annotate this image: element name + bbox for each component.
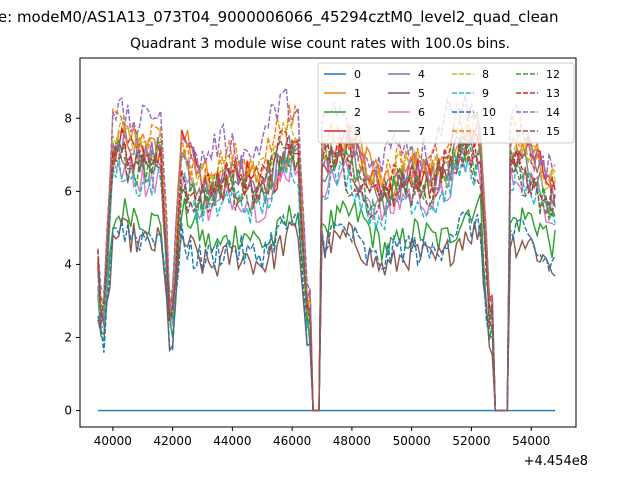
legend-label-15: 15 — [546, 125, 560, 138]
legend-label-6: 6 — [418, 106, 425, 119]
series-line-15 — [97, 137, 556, 412]
series-line-5 — [97, 217, 556, 412]
x-tick-label: 50000 — [393, 434, 431, 448]
legend-label-8: 8 — [482, 68, 489, 81]
x-tick-label: 52000 — [452, 434, 490, 448]
legend-label-1: 1 — [354, 87, 361, 100]
legend-label-0: 0 — [354, 68, 361, 81]
x-offset-label: +4.454e8 — [524, 454, 588, 469]
series-line-12 — [97, 136, 556, 412]
x-tick-label: 48000 — [333, 434, 371, 448]
plot-frame — [79, 57, 577, 428]
legend-label-2: 2 — [354, 106, 361, 119]
legend-label-7: 7 — [418, 125, 425, 138]
legend-label-5: 5 — [418, 87, 425, 100]
figure-suptitle: n file: modeM0/AS1A13_073T04_9000006066_… — [0, 8, 559, 26]
y-axis-ticks: 0 2 4 6 8 — [64, 111, 80, 418]
y-tick-label: 6 — [64, 184, 72, 198]
legend-label-11: 11 — [482, 125, 496, 138]
series-line-10 — [97, 211, 556, 412]
legend-label-10: 10 — [482, 106, 496, 119]
x-tick-label: 46000 — [273, 434, 311, 448]
chart-title: Quadrant 3 module wise count rates with … — [130, 36, 510, 52]
x-tick-label: 54000 — [512, 434, 550, 448]
legend-label-12: 12 — [546, 68, 560, 81]
legend-label-9: 9 — [482, 87, 489, 100]
y-tick-label: 2 — [64, 330, 72, 344]
x-axis-ticks: 40000 42000 44000 46000 48000 50000 52000 54000 — [94, 427, 550, 448]
y-tick-label: 0 — [64, 404, 72, 418]
legend-label-14: 14 — [546, 106, 560, 119]
x-tick-label: 42000 — [154, 434, 192, 448]
legend-label-4: 4 — [418, 68, 425, 81]
legend-label-13: 13 — [546, 87, 560, 100]
legend-label-3: 3 — [354, 125, 361, 138]
x-tick-label: 40000 — [94, 434, 132, 448]
legend-box — [317, 62, 575, 144]
series-line-13 — [97, 126, 556, 412]
y-tick-label: 4 — [64, 257, 72, 271]
y-tick-label: 8 — [64, 111, 72, 125]
x-tick-label: 44000 — [213, 434, 251, 448]
